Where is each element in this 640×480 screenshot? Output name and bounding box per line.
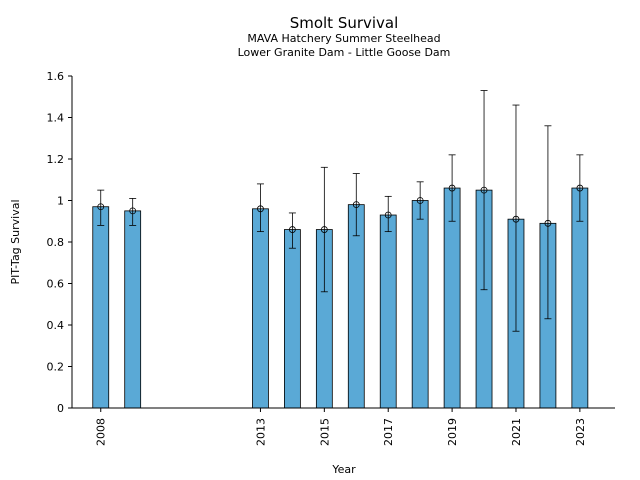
y-tick-label: 0 [57,402,64,415]
point-marker-2020 [480,186,488,194]
y-tick-label: 1 [57,195,64,208]
y-axis-label: PIT-Tag Survival [9,199,22,284]
point-marker-2008 [97,203,105,211]
x-tick-label: 2017 [382,418,395,446]
error-bars-layer [97,90,584,332]
chart-subtitle-line-1: MAVA Hatchery Summer Steelhead [247,32,440,45]
point-marker-2022 [544,219,552,227]
x-tick-label: 2019 [446,418,459,446]
point-marker-2018 [416,197,424,204]
y-tick-label: 0.6 [47,278,65,291]
y-tick-label: 1.4 [47,112,65,125]
point-marker-2019 [448,184,456,192]
chart-title: Smolt Survival [290,14,399,32]
point-marker-2009 [129,207,137,215]
point-marker-2016 [352,201,360,209]
chart-subtitle-line-2: Lower Granite Dam - Little Goose Dam [238,46,451,59]
y-tick-label: 0.8 [47,236,65,249]
bar-2013 [252,208,269,409]
y-tick-label: 1.2 [47,153,65,166]
y-tick-label: 1.6 [47,70,65,83]
point-marker-2017 [384,211,392,219]
x-tick-label: 2021 [510,418,523,446]
point-marker-2023 [576,184,584,192]
bar-2017 [379,214,397,409]
x-tick-label: 2023 [574,418,587,446]
y-tick-label: 0.2 [47,361,65,374]
bar-2009 [124,210,142,409]
point-marker-2014 [288,226,296,233]
bar-2014 [284,229,301,409]
x-ticks: 2008 2013 2015 2017 2019 2021 2023 [95,408,587,446]
y-ticks: 0 0.2 0.4 0.6 0.8 1 1.2 1.4 1.6 [47,70,72,415]
point-marker-2015 [320,226,328,233]
x-tick-label: 2008 [95,418,108,446]
y-tick-label: 0.4 [47,319,65,332]
x-tick-label: 2013 [254,418,267,446]
bar-2018 [411,200,429,409]
x-axis-label: Year [331,463,356,476]
point-marker-2013 [257,205,264,213]
bar-2008 [92,206,110,409]
x-tick-label: 2015 [318,418,331,446]
point-marker-2021 [512,215,520,223]
